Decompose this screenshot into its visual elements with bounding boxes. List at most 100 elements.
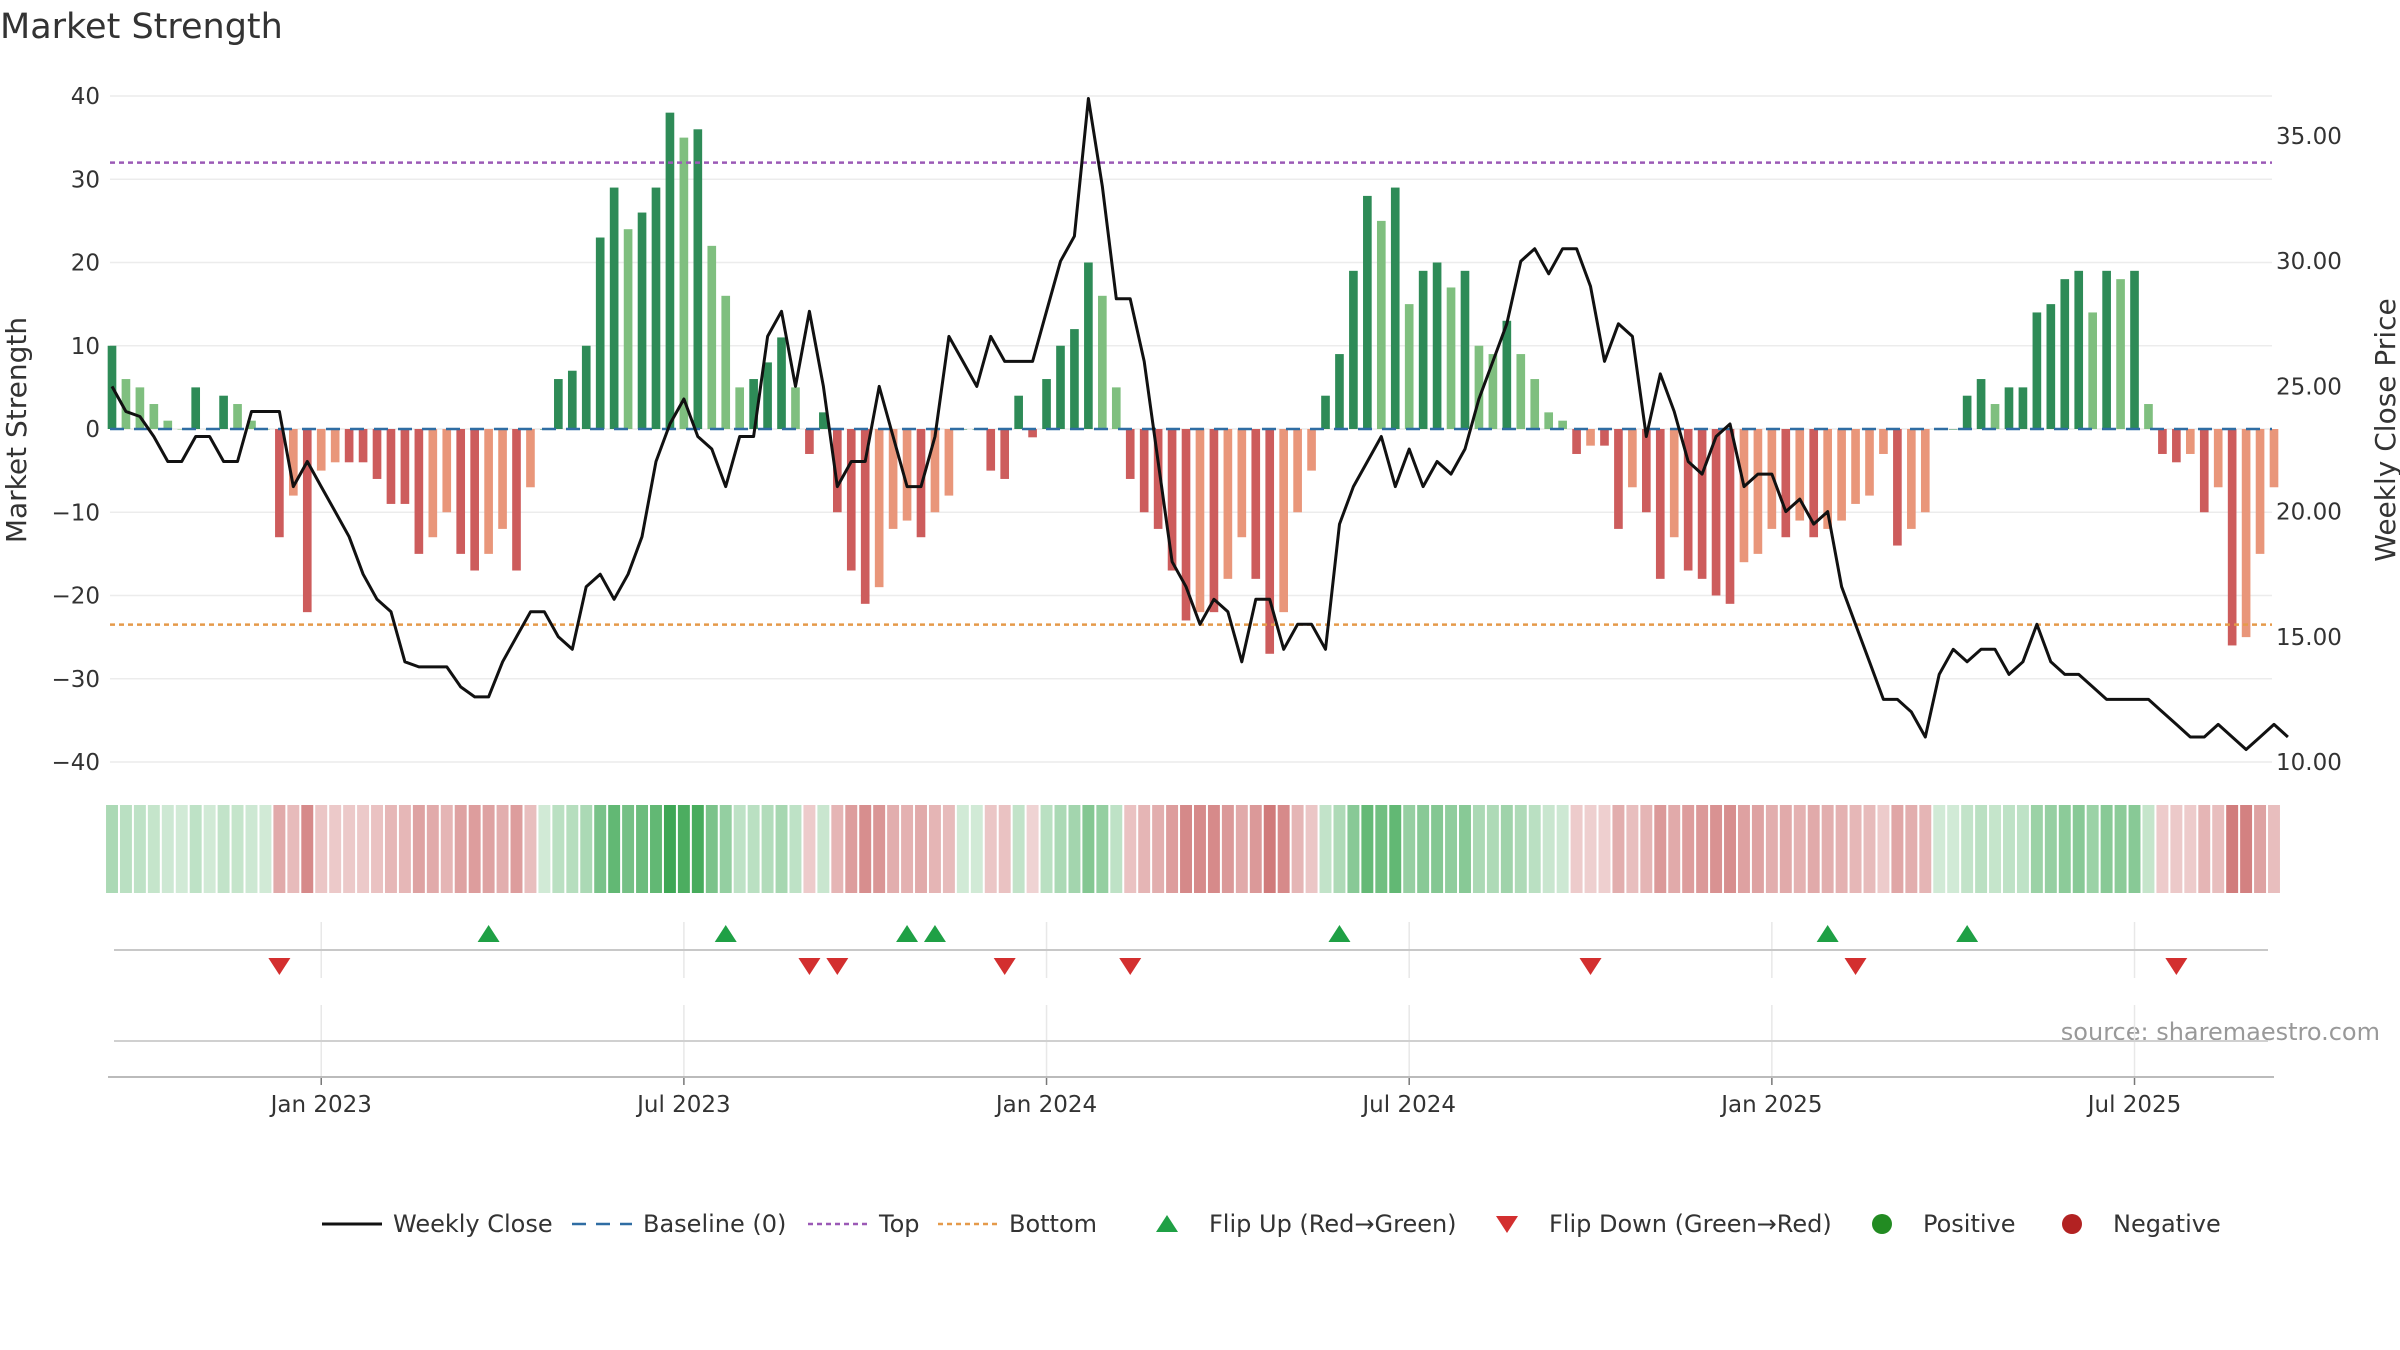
strength-bar xyxy=(1809,429,1819,538)
strength-bar xyxy=(1962,395,1972,429)
left-tick-label: −30 xyxy=(51,667,100,693)
heat-cell xyxy=(203,805,216,893)
strength-bar xyxy=(512,429,521,571)
right-tick-label: 30.00 xyxy=(2276,249,2342,275)
strength-bar xyxy=(819,412,828,429)
heat-cell xyxy=(747,805,760,893)
heat-cell xyxy=(1110,805,1123,893)
left-axis-title: Market Strength xyxy=(0,317,33,543)
strength-bar xyxy=(860,429,870,604)
strength-bar xyxy=(526,429,535,488)
heat-cell xyxy=(1863,805,1876,893)
strength-bar xyxy=(651,187,661,429)
left-tick-label: −10 xyxy=(51,500,100,526)
x-tick-label: Jul 2023 xyxy=(635,1092,731,1118)
heat-cell xyxy=(510,805,523,893)
strength-bar xyxy=(1907,429,1916,529)
heat-cell xyxy=(1542,805,1555,893)
heat-cell xyxy=(301,805,314,893)
strength-bar xyxy=(1516,354,1526,429)
left-tick-label: 20 xyxy=(71,251,100,277)
strength-bar xyxy=(888,429,898,529)
strength-bar xyxy=(1251,429,1261,579)
heat-cell xyxy=(705,805,718,893)
strength-bar xyxy=(2060,279,2070,429)
legend-label: Bottom xyxy=(1009,1210,1097,1238)
heat-cell xyxy=(2170,805,2183,893)
heat-cell xyxy=(1737,805,1750,893)
heat-cell xyxy=(1012,805,1025,893)
strength-bar xyxy=(1237,429,1247,538)
legend-item: Positive xyxy=(1872,1210,2016,1238)
heat-cell xyxy=(398,805,411,893)
strength-bar xyxy=(2227,429,2237,646)
heat-cell xyxy=(1556,805,1569,893)
flip-up-marker xyxy=(1328,925,1351,942)
strength-bar xyxy=(735,387,745,429)
flip-up-marker xyxy=(896,925,919,942)
legend: Weekly Close Baseline (0) Top Bottom Flip Up… xyxy=(322,1210,2221,1238)
heat-cell xyxy=(1235,805,1248,893)
strength-bar xyxy=(1265,429,1275,654)
strength-bar xyxy=(498,429,507,529)
heat-cell xyxy=(594,805,607,893)
strength-bar xyxy=(233,404,242,429)
heat-cell xyxy=(775,805,788,893)
strength-bar xyxy=(1098,295,1107,429)
strength-bar xyxy=(1990,404,2000,429)
strength-bar xyxy=(1795,429,1805,521)
heat-cell xyxy=(691,805,704,893)
strength-bar xyxy=(386,429,396,504)
x-tick-label: Jan 2023 xyxy=(269,1092,372,1118)
strength-bar xyxy=(344,429,354,463)
heat-cell xyxy=(1668,805,1681,893)
strength-bar xyxy=(456,429,466,554)
strength-bar xyxy=(2046,304,2056,429)
flip-up-marker xyxy=(1956,925,1979,942)
right-tick-label: 15.00 xyxy=(2276,625,2342,651)
strength-bar xyxy=(1767,429,1777,529)
heat-cell xyxy=(412,805,425,893)
heat-cell xyxy=(1431,805,1444,893)
legend-item: Flip Up (Red→Green) xyxy=(1156,1210,1457,1238)
strength-bar xyxy=(1390,187,1400,429)
heat-cell xyxy=(733,805,746,893)
heat-cell xyxy=(371,805,383,893)
flip-up-marker xyxy=(1816,925,1839,942)
strength-bar xyxy=(1070,329,1079,429)
legend-symbol xyxy=(1156,1215,1178,1232)
heat-cell xyxy=(984,805,997,893)
strength-bar xyxy=(442,429,452,513)
strength-bar xyxy=(1711,429,1721,596)
heat-cell xyxy=(1403,805,1416,893)
heat-cell xyxy=(259,805,272,893)
heat-cell xyxy=(175,805,188,893)
flip-down-marker xyxy=(1579,958,1602,975)
x-tick-label: Jul 2024 xyxy=(1360,1092,1456,1118)
strength-bar xyxy=(1739,429,1749,563)
heat-cell xyxy=(1654,805,1667,893)
heat-cell xyxy=(1975,805,1988,893)
strength-bar xyxy=(595,237,605,429)
heat-cell xyxy=(887,805,900,893)
heat-cell xyxy=(2198,805,2211,893)
heat-cell xyxy=(817,805,830,893)
heat-cell xyxy=(1152,805,1165,893)
heat-cell xyxy=(1221,805,1234,893)
heat-cell xyxy=(1138,805,1151,893)
heat-cell xyxy=(2268,805,2280,893)
heat-cell xyxy=(133,805,146,893)
strength-bar xyxy=(1209,429,1219,613)
heat-cell xyxy=(1724,805,1736,893)
flip-down-marker xyxy=(268,958,291,975)
strength-bar xyxy=(581,345,591,429)
heat-cell xyxy=(1249,805,1262,893)
strength-bar xyxy=(1474,345,1484,429)
flip-up-marker xyxy=(714,925,737,942)
strength-bar xyxy=(609,187,619,429)
strength-bar xyxy=(1363,195,1372,429)
strength-bar xyxy=(1111,387,1121,429)
strength-bar xyxy=(2172,429,2181,463)
flip-up-marker xyxy=(923,925,946,942)
reference-lines xyxy=(110,161,2272,626)
